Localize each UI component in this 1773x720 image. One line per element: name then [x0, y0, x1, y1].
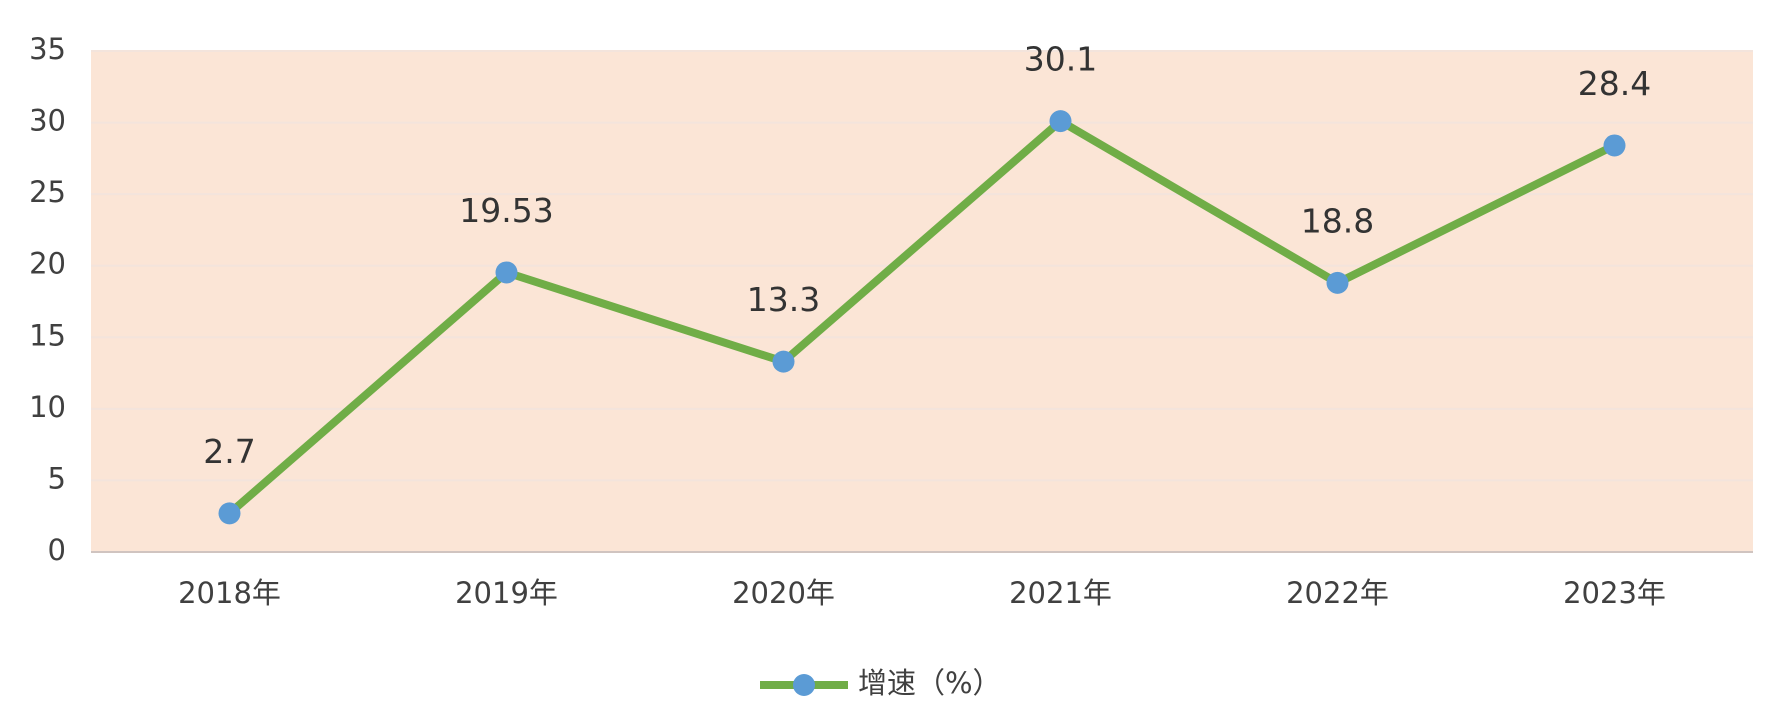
x-tick-label: 2023年 — [1563, 576, 1666, 610]
y-tick-label: 0 — [48, 533, 66, 567]
series-line — [226, 117, 1617, 517]
data-label: 13.3 — [747, 280, 820, 319]
y-tick-label: 15 — [29, 318, 66, 352]
y-tick-label: 25 — [29, 175, 66, 209]
data-point — [1049, 110, 1072, 133]
data-point — [495, 261, 518, 284]
y-tick-label: 5 — [48, 461, 66, 495]
data-point — [772, 350, 795, 373]
y-tick-label: 35 — [29, 32, 66, 66]
legend-label: 增速（%） — [858, 666, 1002, 700]
data-point — [1603, 134, 1626, 157]
y-tick-label: 30 — [29, 104, 66, 138]
plot-area — [91, 51, 1753, 552]
data-label: 28.4 — [1578, 64, 1651, 103]
x-tick-label: 2022年 — [1286, 576, 1389, 610]
data-point — [218, 502, 241, 525]
y-tick-label: 20 — [29, 247, 66, 281]
y-tick-label: 10 — [29, 390, 66, 424]
x-tick-label: 2018年 — [178, 576, 281, 610]
x-tick-label: 2021年 — [1009, 576, 1112, 610]
x-tick-label: 2020年 — [732, 576, 835, 610]
x-tick-label: 2019年 — [455, 576, 558, 610]
data-label: 19.53 — [459, 191, 553, 230]
legend-marker — [793, 674, 815, 696]
data-label: 30.1 — [1024, 40, 1097, 79]
data-label: 18.8 — [1301, 201, 1374, 240]
data-label: 2.7 — [203, 432, 255, 471]
data-point — [1326, 271, 1349, 294]
